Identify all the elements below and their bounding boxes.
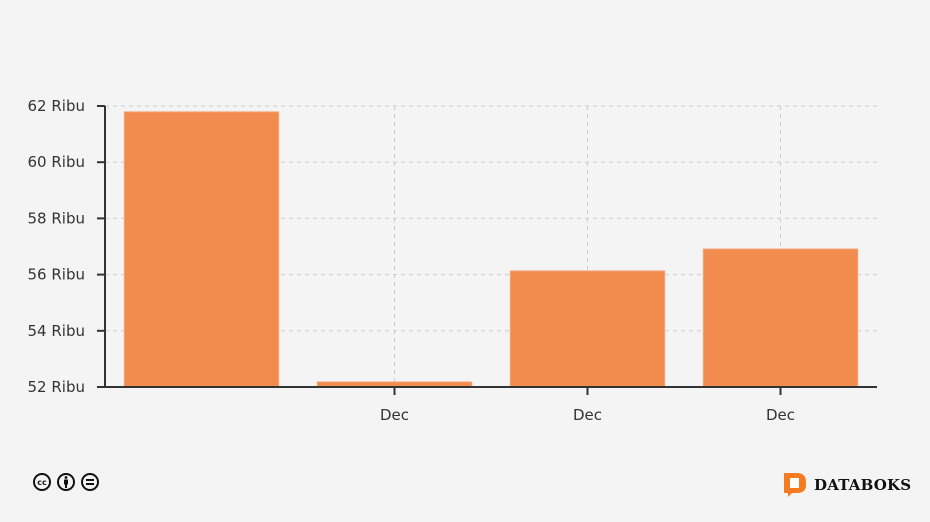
x-tick-label: Dec — [380, 406, 409, 424]
brand-name: DATABOKS — [814, 476, 912, 494]
databoks-logo-icon — [784, 473, 806, 497]
bar — [509, 270, 666, 388]
by-icon — [57, 473, 75, 491]
databoks-logo: DATABOKS — [783, 472, 911, 498]
bar — [123, 111, 280, 388]
y-tick-label: 52 Ribu — [28, 378, 85, 396]
bar — [702, 248, 859, 388]
y-tick-label: 54 Ribu — [28, 322, 85, 340]
license-icons: cc — [33, 473, 99, 491]
x-tick-label: Dec — [766, 406, 795, 424]
y-tick-label: 62 Ribu — [28, 97, 85, 115]
y-tick-label: 58 Ribu — [28, 209, 85, 227]
cc-icon: cc — [33, 473, 51, 491]
nd-icon — [81, 473, 99, 491]
y-tick-label: 60 Ribu — [28, 153, 85, 171]
x-tick-label: Dec — [573, 406, 602, 424]
y-tick-label: 56 Ribu — [28, 266, 85, 284]
